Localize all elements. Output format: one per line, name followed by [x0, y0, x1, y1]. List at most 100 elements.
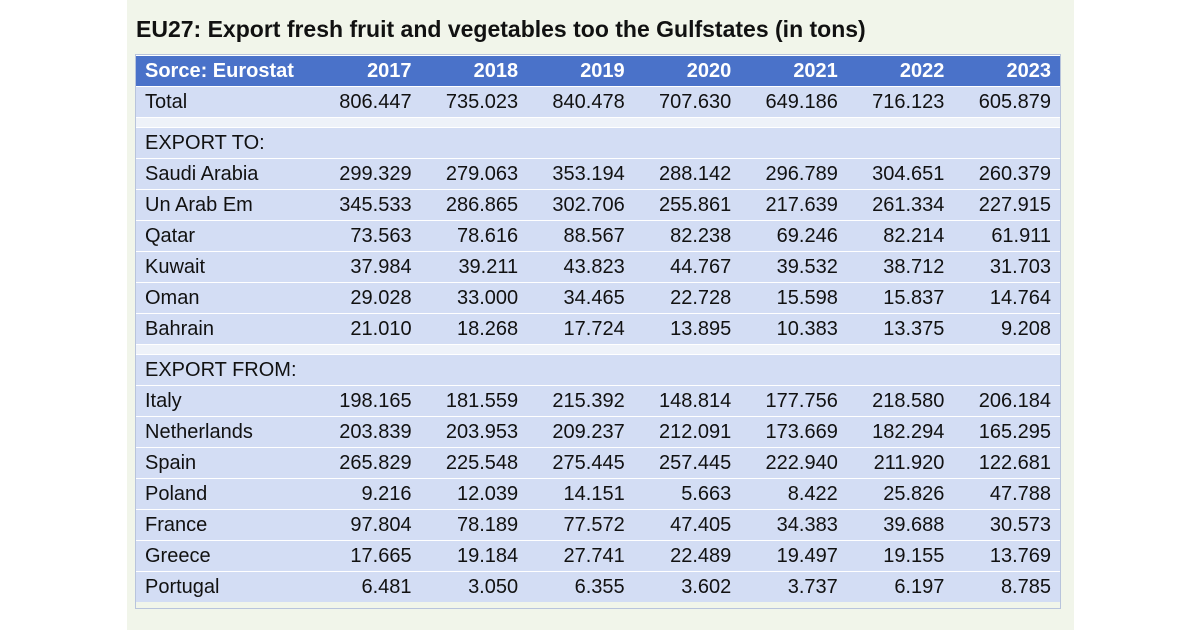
value-cell: 279.063 — [420, 158, 528, 190]
spacer-row — [136, 344, 1060, 355]
value-cell: 225.548 — [420, 447, 528, 479]
value-cell: 198.165 — [314, 385, 421, 417]
row-label: Poland — [136, 478, 314, 510]
value-cell: 27.741 — [527, 540, 634, 572]
value-cell: 8.785 — [953, 571, 1060, 602]
value-cell: 25.826 — [846, 478, 954, 510]
value-cell: 181.559 — [420, 385, 528, 417]
value-cell: 77.572 — [527, 509, 634, 541]
spacer-row — [136, 117, 1060, 128]
row-label: Kuwait — [136, 251, 314, 283]
value-cell: 203.839 — [314, 416, 421, 448]
row-label: Un Arab Em — [136, 189, 314, 221]
value-cell: 47.405 — [633, 509, 741, 541]
value-cell: 19.497 — [740, 540, 847, 572]
value-cell: 19.155 — [846, 540, 954, 572]
value-cell: 217.639 — [740, 189, 847, 221]
table-row: France 97.804 78.189 77.572 47.405 34.383 39.6… — [136, 509, 1060, 541]
value-cell: 288.142 — [633, 158, 741, 190]
value-cell: 14.151 — [527, 478, 634, 510]
year-header: 2017 — [314, 55, 421, 87]
value-cell: 30.573 — [953, 509, 1060, 541]
value-cell: 39.532 — [740, 251, 847, 283]
value-cell: 218.580 — [846, 385, 954, 417]
total-row: Total 806.447 735.023 840.478 707.630 649.186… — [136, 86, 1060, 118]
table-row: Netherlands 203.839 203.953 209.237 212.091 1… — [136, 416, 1060, 448]
value-cell: 31.703 — [953, 251, 1060, 283]
value-cell: 3.602 — [633, 571, 741, 602]
year-header: 2023 — [953, 55, 1060, 87]
value-cell: 3.737 — [740, 571, 847, 602]
value-cell: 97.804 — [314, 509, 421, 541]
value-cell: 82.238 — [633, 220, 741, 252]
value-cell: 43.823 — [527, 251, 634, 283]
year-header: 2018 — [420, 55, 528, 87]
value-cell: 34.465 — [527, 282, 634, 314]
value-cell: 345.533 — [314, 189, 421, 221]
row-label: Saudi Arabia — [136, 158, 314, 190]
value-cell: 15.837 — [846, 282, 954, 314]
value-cell: 78.616 — [420, 220, 528, 252]
value-cell: 735.023 — [420, 86, 528, 118]
value-cell: 44.767 — [633, 251, 741, 283]
value-cell: 69.246 — [740, 220, 847, 252]
value-cell: 10.383 — [740, 313, 847, 345]
row-label: Total — [136, 86, 314, 118]
table-row: Spain 265.829 225.548 275.445 257.445 222.940… — [136, 447, 1060, 479]
value-cell: 8.422 — [740, 478, 847, 510]
source-label: Sorce: Eurostat — [136, 55, 314, 87]
value-cell: 13.769 — [953, 540, 1060, 572]
value-cell: 296.789 — [740, 158, 847, 190]
value-cell: 806.447 — [314, 86, 421, 118]
header-row: Sorce: Eurostat 2017 2018 2019 2020 2021… — [136, 55, 1060, 87]
value-cell: 707.630 — [633, 86, 741, 118]
value-cell: 605.879 — [953, 86, 1060, 118]
value-cell: 353.194 — [527, 158, 634, 190]
value-cell: 47.788 — [953, 478, 1060, 510]
value-cell: 840.478 — [527, 86, 634, 118]
value-cell: 15.598 — [740, 282, 847, 314]
value-cell: 212.091 — [633, 416, 741, 448]
row-label: Bahrain — [136, 313, 314, 345]
value-cell: 148.814 — [633, 385, 741, 417]
value-cell: 33.000 — [420, 282, 528, 314]
table-row: Qatar 73.563 78.616 88.567 82.238 69.246 82.21… — [136, 220, 1060, 252]
value-cell: 73.563 — [314, 220, 421, 252]
row-label: Oman — [136, 282, 314, 314]
value-cell: 38.712 — [846, 251, 954, 283]
row-label: Portugal — [136, 571, 314, 602]
value-cell: 5.663 — [633, 478, 741, 510]
value-cell: 255.861 — [633, 189, 741, 221]
table-title: EU27: Export fresh fruit and vegetables … — [136, 16, 866, 42]
value-cell: 302.706 — [527, 189, 634, 221]
year-header: 2019 — [527, 55, 634, 87]
value-cell: 261.334 — [846, 189, 954, 221]
row-label: Italy — [136, 385, 314, 417]
value-cell: 206.184 — [953, 385, 1060, 417]
value-cell: 13.375 — [846, 313, 954, 345]
table-row: Italy 198.165 181.559 215.392 148.814 177.756… — [136, 385, 1060, 417]
value-cell: 649.186 — [740, 86, 847, 118]
value-cell: 716.123 — [846, 86, 954, 118]
table-row: Saudi Arabia 299.329 279.063 353.194 288.142… — [136, 158, 1060, 190]
section-heading: EXPORT TO: — [136, 127, 1060, 159]
value-cell: 6.355 — [527, 571, 634, 602]
value-cell: 257.445 — [633, 447, 741, 479]
value-cell: 14.764 — [953, 282, 1060, 314]
value-cell: 29.028 — [314, 282, 421, 314]
row-label: Qatar — [136, 220, 314, 252]
value-cell: 177.756 — [740, 385, 847, 417]
year-header: 2021 — [740, 55, 847, 87]
value-cell: 275.445 — [527, 447, 634, 479]
value-cell: 39.688 — [846, 509, 954, 541]
export-from-heading-row: EXPORT FROM: — [136, 354, 1060, 386]
value-cell: 13.895 — [633, 313, 741, 345]
year-header: 2020 — [633, 55, 741, 87]
value-cell: 286.865 — [420, 189, 528, 221]
value-cell: 215.392 — [527, 385, 634, 417]
table-row: Bahrain 21.010 18.268 17.724 13.895 10.383 13.… — [136, 313, 1060, 345]
value-cell: 39.211 — [420, 251, 528, 283]
export-table: Sorce: Eurostat 2017 2018 2019 2020 2021… — [136, 55, 1060, 602]
value-cell: 122.681 — [953, 447, 1060, 479]
value-cell: 304.651 — [846, 158, 954, 190]
